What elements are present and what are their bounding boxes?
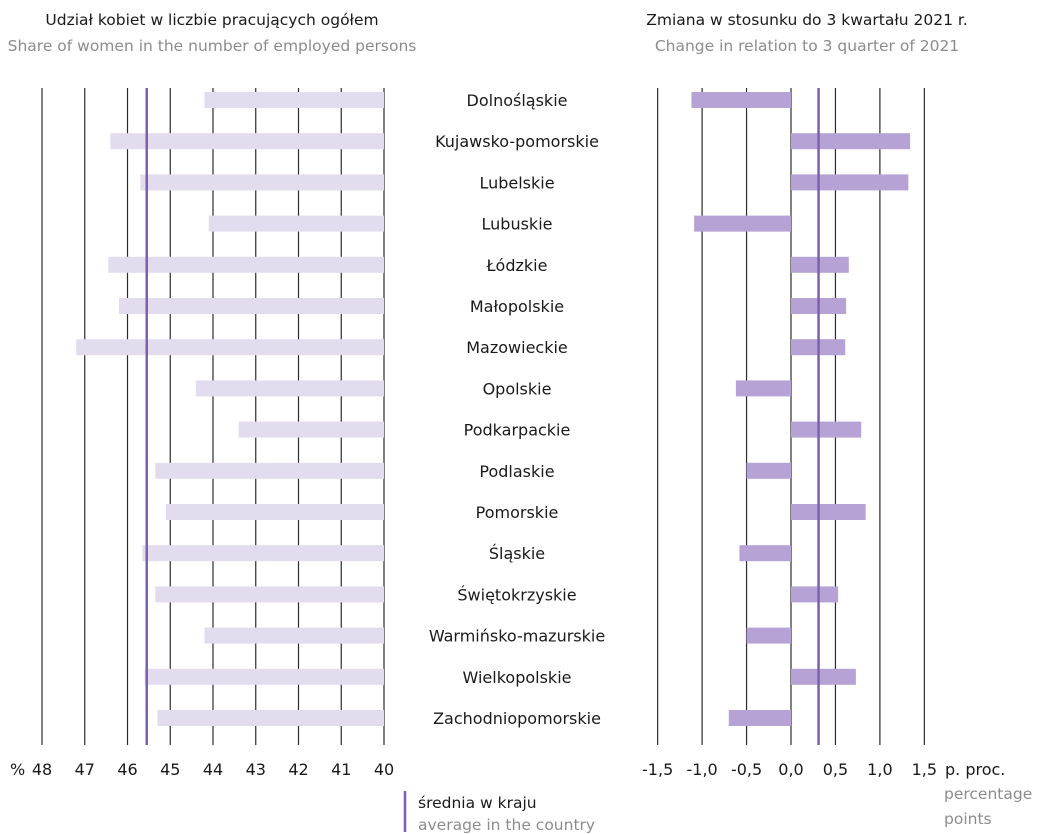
right-tick-label: 1,5 bbox=[912, 760, 937, 779]
right-bar bbox=[791, 256, 849, 273]
right-axis-unit-pl: p. proc. bbox=[945, 760, 1005, 779]
right-tick-labels: -1,5 -1,0 -0,5 0,0 0,5 1,0 1,5 bbox=[642, 760, 937, 779]
left-bar bbox=[118, 298, 384, 314]
right-bar bbox=[791, 504, 866, 520]
left-bar bbox=[110, 133, 385, 150]
region-label: Pomorskie bbox=[476, 503, 559, 522]
left-tick-label: 43 bbox=[246, 760, 266, 779]
right-chart-title: Zmiana w stosunku do 3 kwartału 2021 r. bbox=[646, 11, 968, 29]
right-bar bbox=[735, 380, 791, 397]
left-axis-unit: % bbox=[10, 760, 25, 779]
region-label: Łódzkie bbox=[486, 256, 548, 275]
left-tick-label: 42 bbox=[288, 760, 308, 779]
left-bar bbox=[157, 710, 384, 726]
left-tick-label: 40 bbox=[374, 760, 394, 779]
region-label: Lubelskie bbox=[479, 173, 554, 192]
right-bar bbox=[791, 668, 856, 685]
region-label: Warmińsko-mazurskie bbox=[429, 627, 605, 646]
right-tick-label: -1,5 bbox=[642, 760, 673, 779]
right-bar bbox=[746, 627, 791, 644]
right-bar bbox=[739, 545, 791, 562]
left-bar bbox=[142, 545, 384, 562]
left-gridlines bbox=[41, 88, 385, 745]
region-label: Świętokrzyskie bbox=[457, 585, 576, 604]
legend-label-en: average in the country bbox=[418, 816, 595, 834]
right-bar bbox=[694, 215, 791, 232]
right-tick-label: 0,0 bbox=[778, 760, 803, 779]
region-label: Wielkopolskie bbox=[463, 668, 572, 687]
right-bar bbox=[691, 92, 791, 108]
left-tick-label: 46 bbox=[117, 760, 137, 779]
left-chart-title: Udział kobiet w liczbie pracujących ogół… bbox=[45, 11, 378, 29]
left-tick-label: 41 bbox=[331, 760, 351, 779]
right-bar bbox=[728, 710, 791, 726]
left-tick-label: 47 bbox=[75, 760, 95, 779]
right-tick-label: 1,0 bbox=[867, 760, 892, 779]
right-bar bbox=[791, 133, 911, 150]
left-bar bbox=[155, 462, 384, 479]
left-chart-subtitle: Share of women in the number of employed… bbox=[8, 37, 417, 55]
left-bar bbox=[204, 92, 384, 108]
region-label: Zachodniopomorskie bbox=[433, 709, 601, 728]
region-label: Małopolskie bbox=[470, 297, 564, 316]
right-chart-subtitle: Change in relation to 3 quarter of 2021 bbox=[655, 37, 959, 55]
left-bar bbox=[76, 339, 384, 356]
right-bar bbox=[791, 586, 839, 603]
region-labels: Dolnośląskie Kujawsko-pomorskie Lubelskie L… bbox=[429, 91, 605, 728]
right-tick-label: -1,0 bbox=[686, 760, 717, 779]
right-bars bbox=[691, 92, 911, 726]
left-bars bbox=[76, 92, 385, 726]
region-label: Mazowieckie bbox=[466, 338, 568, 357]
left-bar bbox=[108, 256, 384, 273]
legend: średnia w kraju average in the country bbox=[403, 791, 595, 834]
region-label: Lubuskie bbox=[482, 215, 553, 234]
right-bar bbox=[791, 174, 909, 191]
legend-label-pl: średnia w kraju bbox=[418, 794, 537, 812]
region-label: Podkarpackie bbox=[464, 421, 571, 440]
left-bar bbox=[195, 380, 384, 397]
left-tick-labels: 48 47 46 45 44 43 42 41 40 bbox=[32, 760, 394, 779]
right-axis-unit-en-line2: points bbox=[944, 810, 992, 828]
region-label: Opolskie bbox=[483, 379, 552, 398]
left-bar bbox=[140, 174, 384, 191]
left-bar bbox=[208, 215, 384, 232]
left-bar bbox=[155, 586, 384, 603]
left-bar bbox=[165, 504, 384, 520]
region-label: Śląskie bbox=[489, 544, 545, 563]
left-bar bbox=[204, 627, 384, 644]
left-tick-label: 48 bbox=[32, 760, 52, 779]
right-bar bbox=[746, 462, 791, 479]
region-label: Kujawsko-pomorskie bbox=[435, 132, 599, 151]
left-bar bbox=[238, 421, 384, 438]
right-bar bbox=[791, 421, 862, 438]
region-label: Podlaskie bbox=[479, 462, 554, 481]
region-label: Dolnośląskie bbox=[467, 91, 568, 110]
right-axis-unit-en-line1: percentage bbox=[944, 785, 1032, 803]
left-tick-label: 44 bbox=[203, 760, 223, 779]
left-tick-label: 45 bbox=[160, 760, 180, 779]
right-tick-label: 0,5 bbox=[823, 760, 848, 779]
right-tick-label: -0,5 bbox=[731, 760, 762, 779]
left-bar bbox=[144, 668, 384, 685]
